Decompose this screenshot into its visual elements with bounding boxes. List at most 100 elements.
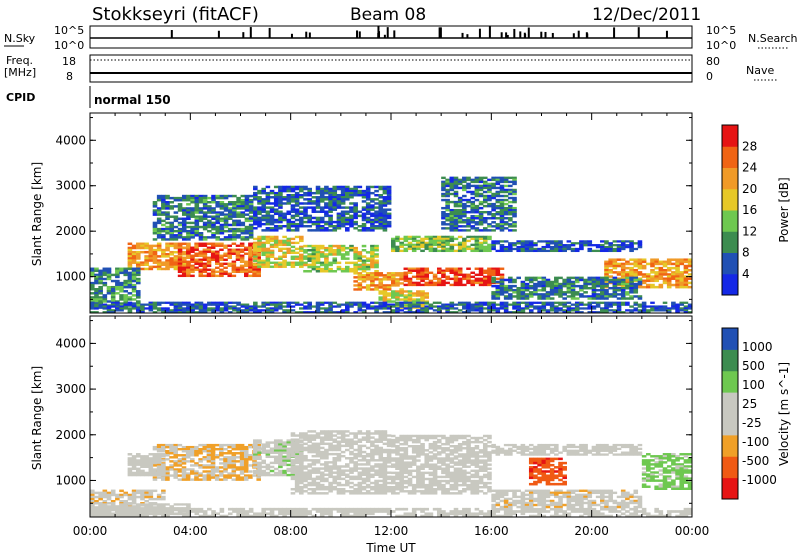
y-tick-label: 1000 xyxy=(55,473,86,487)
data-patch xyxy=(491,489,643,509)
power-y-label: Slant Range [km] xyxy=(30,162,44,266)
nsky-spike xyxy=(170,30,173,38)
x-tick-label: 04:00 xyxy=(173,524,208,538)
nsky-spike xyxy=(377,33,380,38)
colorbar-segment xyxy=(722,210,738,232)
velocity-y-label: Slant Range [km] xyxy=(30,366,44,470)
nsky-spike xyxy=(478,28,481,38)
colorbar-frame xyxy=(721,124,739,296)
freq-tick-top-right: 80 xyxy=(706,55,720,68)
nsky-spike xyxy=(506,34,509,38)
colorbar-tick-label: 16 xyxy=(742,203,757,217)
nsky-spike xyxy=(305,31,308,38)
colorbar-segment xyxy=(722,349,738,372)
colorbar-segment xyxy=(722,273,738,296)
y-tick-label: 3000 xyxy=(55,382,86,396)
nsky-strip: N.Sky 10^5 10^0 10^5 10^0 N.Search xyxy=(4,24,798,52)
data-patch xyxy=(391,434,492,495)
colorbar-segment xyxy=(722,328,738,350)
nsky-spike xyxy=(356,30,359,38)
nsky-spike xyxy=(386,27,389,38)
colorbar-tick-label: 8 xyxy=(742,246,750,260)
data-patch xyxy=(177,242,261,278)
colorbar-segment xyxy=(722,456,738,479)
data-patch xyxy=(152,194,254,241)
nsky-spike xyxy=(217,30,220,38)
nsky-spike xyxy=(461,32,464,38)
y-tick-label: 4000 xyxy=(55,133,86,147)
colorbar-segment xyxy=(722,434,738,457)
freq-label-2: [MHz] xyxy=(4,66,36,79)
velocity-panel: 1000 2000 3000 4000 xyxy=(55,315,693,518)
freq-label-1: Freq. xyxy=(6,54,33,67)
nsky-spike xyxy=(577,30,580,38)
nsky-label: N.Sky xyxy=(4,32,36,45)
nsky-spike xyxy=(585,32,588,38)
velocity-colorbar-label: Velocity [m s^-1] xyxy=(777,362,791,466)
nsky-spike xyxy=(439,27,442,38)
data-patch xyxy=(391,235,492,253)
colorbar-segment xyxy=(722,167,738,190)
data-patch xyxy=(90,301,693,314)
data-patch xyxy=(303,244,379,273)
colorbar-tick-label: 20 xyxy=(742,182,757,196)
data-patch xyxy=(491,443,643,456)
x-tick-label: 16:00 xyxy=(474,524,509,538)
date-title: 12/Dec/2011 xyxy=(592,5,701,25)
cpid-value: normal 150 xyxy=(94,93,171,107)
nsky-spike xyxy=(513,28,516,38)
power-colorbar-label: Power [dB] xyxy=(777,177,791,242)
nsky-spike xyxy=(540,31,543,38)
data-patch xyxy=(491,276,643,300)
colorbar-tick-label: 12 xyxy=(742,224,757,238)
velocity-colorbar: 1000 500 100 25 -25 -100 -500 -1000 xyxy=(721,327,777,500)
nsky-spike xyxy=(523,32,526,38)
power-colorbar: 28 24 20 16 12 8 4 xyxy=(721,124,757,296)
nsky-spike xyxy=(308,32,311,38)
nsky-spike xyxy=(665,30,668,38)
nsky-spike xyxy=(290,33,293,38)
nsky-tick-top-right: 10^5 xyxy=(706,24,736,37)
nsky-spike xyxy=(551,32,554,38)
colorbar-segment xyxy=(722,231,738,253)
nsky-spike xyxy=(500,32,503,38)
nsky-tick-top-left: 10^5 xyxy=(54,24,84,37)
station-title: Stokkseyri (fitACF) xyxy=(92,4,259,25)
nsky-tick-bottom-left: 10^0 xyxy=(54,39,84,52)
nsky-spike xyxy=(383,34,386,38)
colorbar-segment xyxy=(722,477,738,500)
colorbar-frame xyxy=(721,327,739,500)
nsky-spike xyxy=(249,27,252,38)
nsky-spike xyxy=(377,26,380,38)
freq-tick-bottom-right: 0 xyxy=(706,70,713,83)
colorbar-tick-label: 28 xyxy=(742,139,757,153)
colorbar-tick-label: 1000 xyxy=(742,340,773,354)
colorbar-segment xyxy=(722,370,738,393)
x-axis-label: Time UT xyxy=(365,541,416,554)
freq-tick-bottom-left: 8 xyxy=(66,70,73,83)
y-tick-label: 2000 xyxy=(55,428,86,442)
data-patch xyxy=(127,453,166,477)
x-tick-label: 00:00 xyxy=(73,524,108,538)
nsky-spike xyxy=(358,31,361,38)
colorbar-tick-label: 24 xyxy=(742,161,757,175)
colorbar-tick-label: -100 xyxy=(742,435,769,449)
nsky-spike xyxy=(613,27,616,38)
data-patch xyxy=(353,272,404,291)
colorbar-segment xyxy=(722,392,738,414)
data-patch xyxy=(641,453,693,490)
nsky-spike xyxy=(268,27,271,38)
nsky-spike xyxy=(242,32,245,38)
colorbar-tick-label: -1000 xyxy=(742,473,777,487)
x-tick-label: 20:00 xyxy=(574,524,609,538)
colorbar-segment xyxy=(722,146,738,168)
nsearch-label: N.Search xyxy=(748,32,798,45)
nsky-spike xyxy=(519,31,522,38)
colorbar-tick-label: -25 xyxy=(742,416,762,430)
x-tick-label: 08:00 xyxy=(273,524,308,538)
nsky-spike xyxy=(637,27,640,38)
data-patch xyxy=(152,443,261,481)
colorbar-segment xyxy=(722,125,738,147)
data-patch xyxy=(528,457,567,486)
